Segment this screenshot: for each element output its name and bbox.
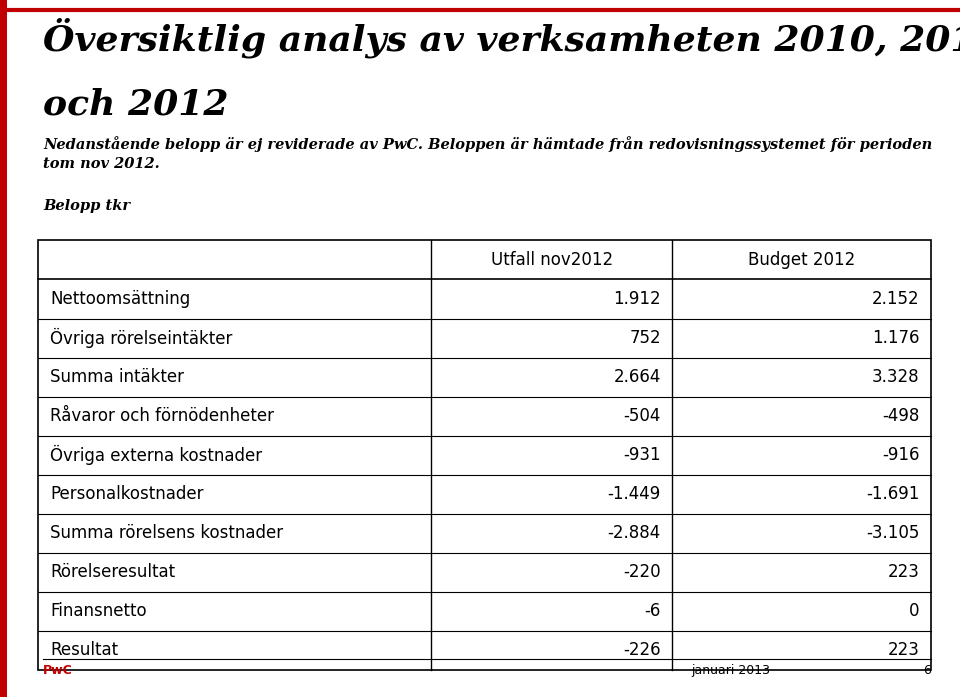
Text: -916: -916	[882, 446, 920, 464]
Text: Resultat: Resultat	[50, 641, 118, 659]
Text: Nettoomsättning: Nettoomsättning	[50, 290, 190, 308]
Text: och 2012: och 2012	[43, 87, 228, 121]
Text: -220: -220	[623, 563, 660, 581]
Text: -931: -931	[623, 446, 660, 464]
Text: 223: 223	[888, 641, 920, 659]
Text: Finansnetto: Finansnetto	[50, 602, 147, 620]
Text: 2.664: 2.664	[613, 368, 660, 386]
Text: januari 2013: januari 2013	[691, 664, 770, 677]
Text: Översiktlig analys av verksamheten 2010, 2011: Översiktlig analys av verksamheten 2010,…	[43, 17, 960, 58]
Text: PwC: PwC	[43, 664, 73, 677]
Text: 6: 6	[924, 664, 931, 677]
Text: 1.176: 1.176	[873, 329, 920, 347]
Text: Rörelseresultat: Rörelseresultat	[50, 563, 175, 581]
Text: Utfall nov2012: Utfall nov2012	[491, 251, 612, 269]
Text: 3.328: 3.328	[872, 368, 920, 386]
Text: -1.691: -1.691	[866, 485, 920, 503]
Text: Belopp tkr: Belopp tkr	[43, 199, 131, 213]
Text: -6: -6	[644, 602, 660, 620]
Text: 2.152: 2.152	[872, 290, 920, 308]
Text: -1.449: -1.449	[608, 485, 660, 503]
Text: -3.105: -3.105	[866, 524, 920, 542]
Text: Övriga rörelseintäkter: Övriga rörelseintäkter	[50, 328, 232, 348]
Text: -226: -226	[623, 641, 660, 659]
Text: Personalkostnader: Personalkostnader	[50, 485, 204, 503]
Text: -2.884: -2.884	[608, 524, 660, 542]
Text: Summa intäkter: Summa intäkter	[50, 368, 184, 386]
Text: -504: -504	[623, 407, 660, 425]
Text: 1.912: 1.912	[613, 290, 660, 308]
Text: Råvaror och förnödenheter: Råvaror och förnödenheter	[50, 407, 274, 425]
Text: 0: 0	[909, 602, 920, 620]
Text: 752: 752	[629, 329, 660, 347]
Text: Nedanstående belopp är ej reviderade av PwC. Beloppen är hämtade från redovisnin: Nedanstående belopp är ej reviderade av …	[43, 136, 932, 171]
Text: 223: 223	[888, 563, 920, 581]
Text: Summa rörelsens kostnader: Summa rörelsens kostnader	[50, 524, 283, 542]
Text: -498: -498	[882, 407, 920, 425]
Text: Övriga externa kostnader: Övriga externa kostnader	[50, 445, 262, 465]
Text: Budget 2012: Budget 2012	[748, 251, 855, 269]
